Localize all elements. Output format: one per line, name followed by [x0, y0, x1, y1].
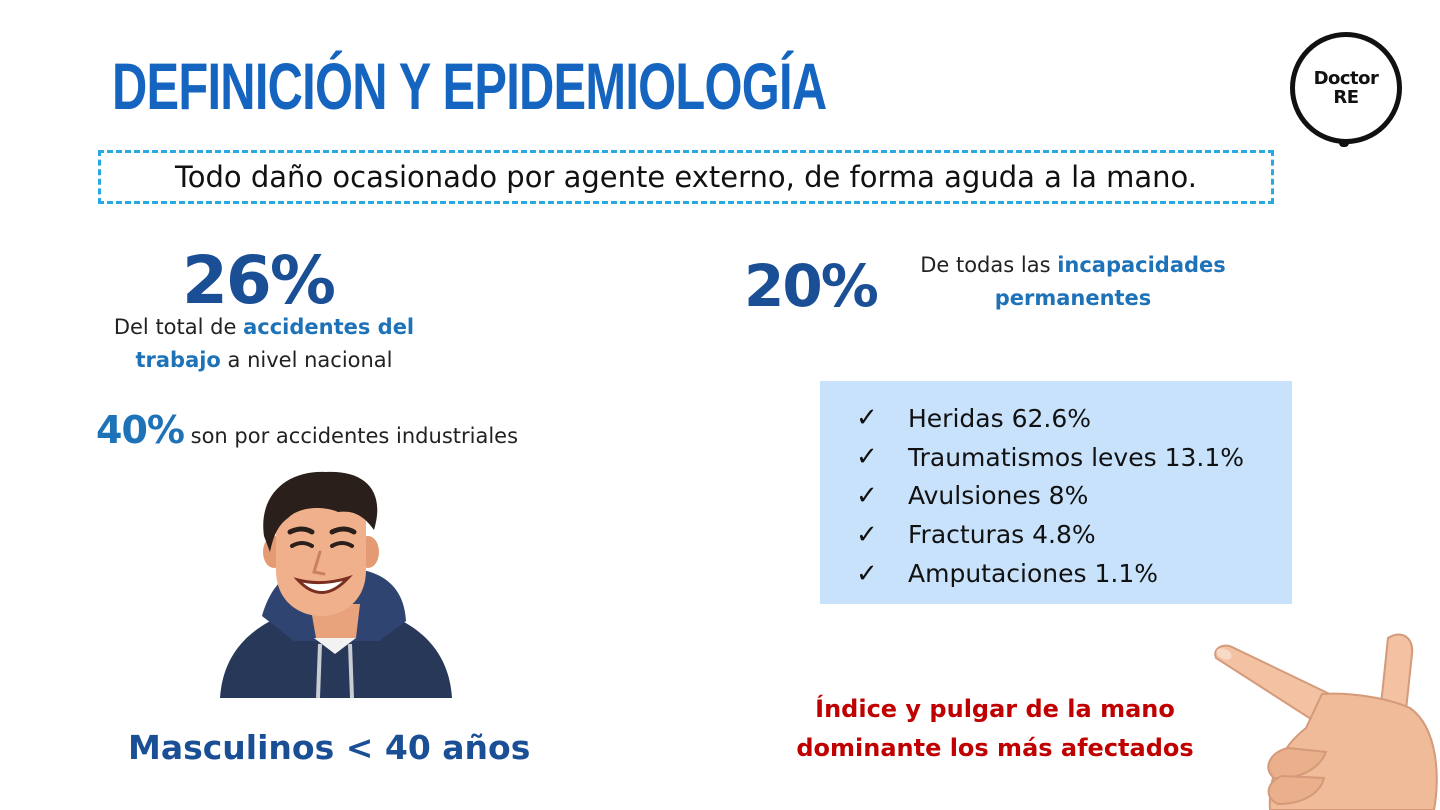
check-icon: ✓: [856, 480, 878, 511]
injury-types-box: ✓ Heridas 62.6% ✓ Traumatismos leves 13.1%…: [820, 381, 1292, 604]
stat-industrial-text: son por accidentes industriales: [183, 424, 519, 448]
stat-industrial: 40% son por accidentes industriales: [96, 408, 518, 452]
injury-item: ✓ Avulsiones 8%: [856, 477, 1292, 516]
stat-accidents-highlight-2: trabajo: [135, 348, 221, 372]
logo-line-1: Doctor: [1313, 68, 1379, 89]
injury-item: ✓ Fracturas 4.8%: [856, 515, 1292, 554]
stat-accidents-value: 26%: [182, 242, 336, 319]
injury-label: Traumatismos leves 13.1%: [908, 442, 1244, 472]
stat-disability-text-pre: De todas las: [920, 253, 1058, 277]
logo-line-2: RE: [1333, 87, 1359, 108]
stat-disability-highlight-1: incapacidades: [1057, 253, 1226, 277]
stat-industrial-value: 40%: [96, 408, 185, 452]
injury-label: Heridas 62.6%: [908, 403, 1091, 433]
fingers-note-line-2: dominante los más afectados: [796, 734, 1194, 762]
stat-disability-highlight-2: permanentes: [994, 286, 1152, 310]
definition-text: Todo daño ocasionado por agente externo,…: [174, 160, 1198, 194]
stat-disability-text: De todas las incapacidades permanentes: [898, 249, 1248, 315]
pointing-hand-icon: [1214, 633, 1438, 810]
injury-list: ✓ Heridas 62.6% ✓ Traumatismos leves 13.1%…: [820, 381, 1292, 593]
definition-box: Todo daño ocasionado por agente externo,…: [98, 150, 1274, 204]
check-icon: ✓: [856, 442, 878, 473]
injury-item: ✓ Traumatismos leves 13.1%: [856, 438, 1292, 477]
injury-item: ✓ Amputaciones 1.1%: [856, 554, 1292, 593]
injury-label: Avulsiones 8%: [908, 481, 1089, 511]
check-icon: ✓: [856, 519, 878, 550]
young-man-avatar-icon: [220, 471, 452, 699]
check-icon: ✓: [856, 558, 878, 589]
demographic-label: Masculinos < 40 años: [128, 728, 531, 767]
stat-disability-value: 20%: [744, 252, 879, 320]
stat-accidents-text-post: a nivel nacional: [220, 348, 393, 372]
injury-label: Amputaciones 1.1%: [908, 559, 1158, 589]
fingers-note-line-1: Índice y pulgar de la mano: [815, 695, 1175, 723]
stat-accidents-highlight-1: accidentes del: [243, 315, 415, 339]
stat-accidents-text-pre: Del total de: [113, 315, 244, 339]
injury-label: Fracturas 4.8%: [908, 520, 1096, 550]
doctor-re-logo: Doctor RE: [1290, 32, 1402, 147]
logo-tail: [1339, 139, 1349, 147]
stat-accidents-text: Del total de accidentes del trabajo a ni…: [90, 311, 438, 377]
fingers-note: Índice y pulgar de la mano dominante los…: [760, 690, 1230, 768]
check-icon: ✓: [856, 403, 878, 434]
slide-title: DEFINICIÓN Y EPIDEMIOLOGÍA: [112, 49, 827, 123]
injury-item: ✓ Heridas 62.6%: [856, 399, 1292, 438]
